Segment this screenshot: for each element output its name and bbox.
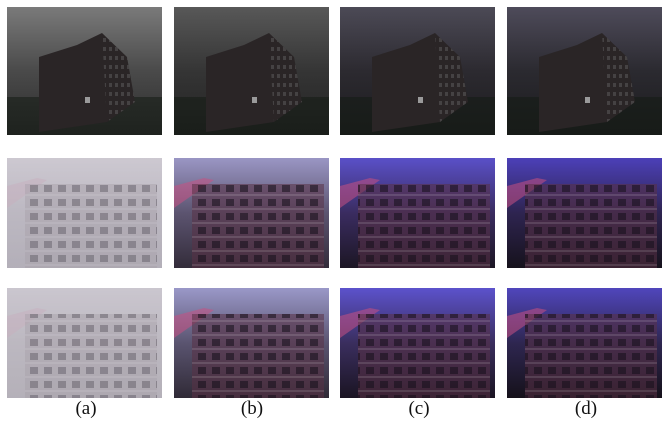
haze [174,288,329,398]
haze [507,288,662,398]
window [418,97,423,103]
window [252,97,257,103]
window [585,97,590,103]
haze [174,158,329,268]
caption: (c) [408,398,429,419]
haze [507,158,662,268]
caption: (d) [575,398,597,419]
haze [340,158,495,268]
window [85,97,90,103]
haze [340,288,495,398]
caption: (a) [75,398,96,419]
caption: (b) [241,398,263,419]
haze [7,158,162,268]
haze [7,288,162,398]
figure: (a) (b) (c) (d) [0,0,668,427]
